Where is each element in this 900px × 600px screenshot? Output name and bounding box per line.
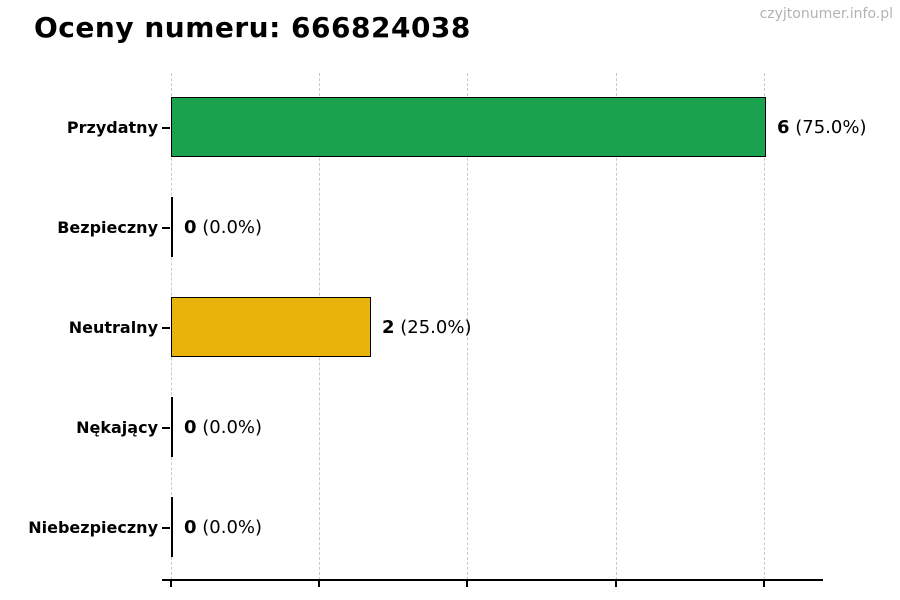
bar — [171, 497, 173, 557]
x-axis-line — [162, 579, 823, 581]
value-label: 0 (0.0%) — [184, 497, 262, 558]
chart-row: Przydatny 6 (75.0%) — [0, 97, 900, 158]
category-label: Neutralny — [68, 318, 158, 337]
value-label: 2 (25.0%) — [382, 297, 471, 358]
value-percent: (0.0%) — [196, 517, 263, 538]
y-axis-tick — [162, 527, 170, 529]
y-axis-tick — [162, 427, 170, 429]
bar — [171, 197, 173, 257]
value-count: 6 — [777, 117, 790, 138]
chart-title: Oceny numeru: 666824038 — [34, 11, 471, 44]
x-axis-tick — [763, 580, 765, 587]
bar — [171, 97, 766, 157]
value-percent: (0.0%) — [196, 417, 263, 438]
value-count: 0 — [184, 417, 197, 438]
y-axis-tick — [162, 327, 170, 329]
value-percent: (0.0%) — [196, 217, 263, 238]
bar — [171, 397, 173, 457]
chart-row: Neutralny 2 (25.0%) — [0, 297, 900, 358]
chart-row: Nękający 0 (0.0%) — [0, 397, 900, 458]
chart-row: Niebezpieczny 0 (0.0%) — [0, 497, 900, 558]
gridline — [616, 73, 617, 580]
x-axis-tick — [170, 580, 172, 587]
gridline — [764, 73, 765, 580]
y-axis-tick — [162, 127, 170, 129]
category-label: Niebezpieczny — [28, 518, 158, 537]
value-count: 0 — [184, 517, 197, 538]
watermark: czyjtonumer.info.pl — [759, 6, 893, 22]
bar — [171, 297, 371, 357]
value-label: 6 (75.0%) — [777, 97, 866, 158]
chart-row: Bezpieczny 0 (0.0%) — [0, 197, 900, 258]
category-label: Bezpieczny — [57, 218, 158, 237]
category-label: Przydatny — [66, 118, 158, 137]
x-axis-tick — [318, 580, 320, 587]
value-label: 0 (0.0%) — [184, 397, 262, 458]
category-label: Nękający — [76, 418, 158, 437]
y-axis-tick — [162, 227, 170, 229]
value-percent: (75.0%) — [789, 117, 867, 138]
x-axis-tick — [466, 580, 468, 587]
value-percent: (25.0%) — [394, 317, 472, 338]
value-label: 0 (0.0%) — [184, 197, 262, 258]
value-count: 2 — [382, 317, 395, 338]
gridline — [467, 73, 468, 580]
x-axis-tick — [615, 580, 617, 587]
value-count: 0 — [184, 217, 197, 238]
